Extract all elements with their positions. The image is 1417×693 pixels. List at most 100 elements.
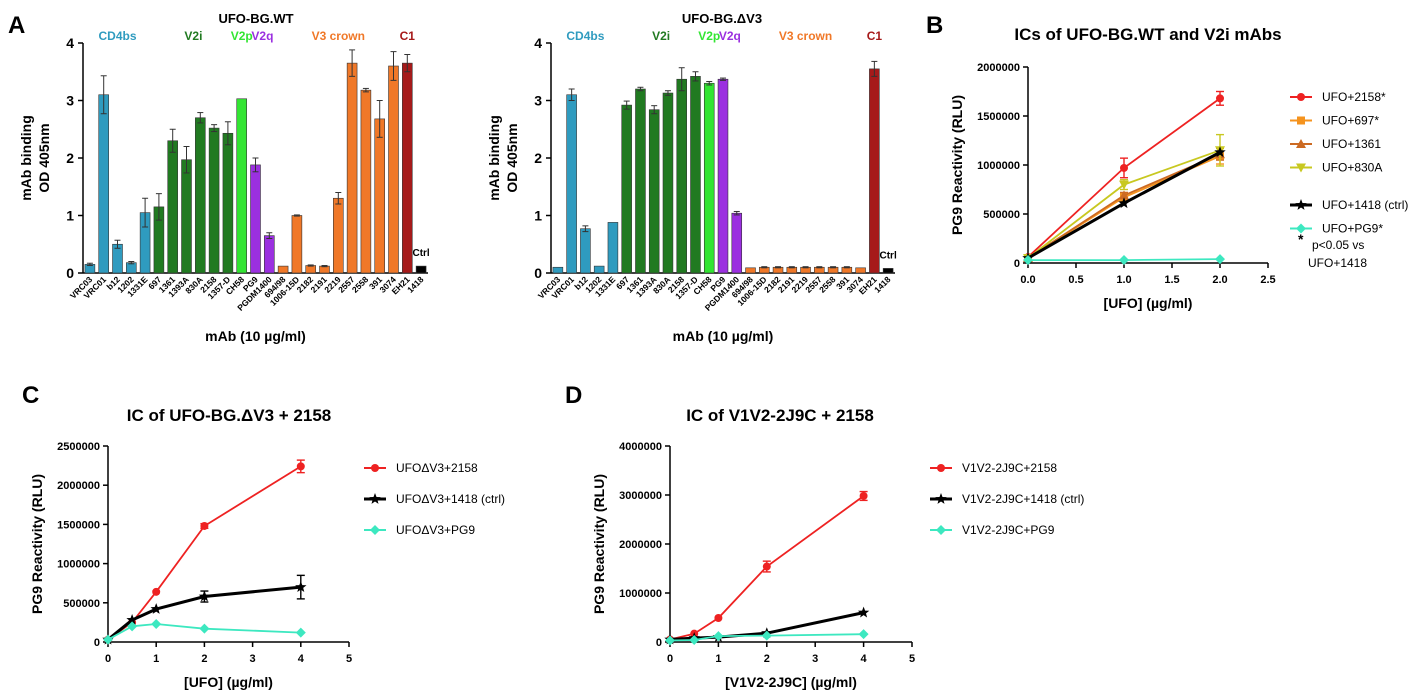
data-point xyxy=(126,614,138,625)
y-tick-label: 3 xyxy=(534,93,542,109)
y-axis-label: PG9 Reactivity (RLU) xyxy=(591,474,607,614)
y-tick-label: 2 xyxy=(534,150,542,166)
x-tick-label: 2.5 xyxy=(1260,274,1275,286)
chart-title: IC of V1V2-2J9C + 2158 xyxy=(686,406,874,425)
epitope-label-cd4bs: CD4bs xyxy=(566,29,604,43)
legend-item: UFOΔV3+1418 (ctrl) xyxy=(364,492,505,506)
epitope-label-v2i: V2i xyxy=(652,29,670,43)
bar-PG9 xyxy=(717,78,729,274)
series-UFO+PG9* xyxy=(1023,254,1225,266)
legend-label: UFO+2158* xyxy=(1322,90,1386,104)
x-tick-label: 0 xyxy=(667,653,673,665)
data-point xyxy=(762,562,771,571)
x-tick-label: 0 xyxy=(105,653,111,665)
significance-note: UFO+1418 xyxy=(1308,256,1367,270)
bar-VRC01 xyxy=(566,94,577,274)
x-tick-label: 1.0 xyxy=(1116,274,1131,286)
bar-PG9 xyxy=(250,164,261,274)
bar-CH58 xyxy=(236,98,247,274)
series-UFOΔV3+2158 xyxy=(104,459,305,644)
data-point xyxy=(935,493,947,504)
x-tick-label: 4 xyxy=(861,653,868,665)
legend-item: UFO+PG9* xyxy=(1290,222,1383,236)
legend-item: UFOΔV3+PG9 xyxy=(364,523,475,537)
series-UFOΔV3+1418 (ctrl) xyxy=(102,574,307,645)
epitope-label-v2q: V2q xyxy=(719,29,741,43)
x-tick-label: 0.5 xyxy=(1068,274,1083,286)
legend-label: UFOΔV3+PG9 xyxy=(396,523,475,537)
x-tick-label: 5 xyxy=(346,653,352,665)
panel-letter-c: C xyxy=(22,382,39,409)
y-tick-label: 4000000 xyxy=(619,441,662,453)
bar-1006-15D xyxy=(291,215,303,274)
bar-chart-ufo-bg-wt: UFO-BG.WT 0 1 2 3 4 mAb binding OD 405nm mAb (10… xyxy=(18,11,430,344)
x-tick-label: 4 xyxy=(298,653,305,665)
series-UFOΔV3+PG9 xyxy=(103,618,306,645)
series-V1V2-2J9C+PG9 xyxy=(665,629,869,646)
x-tick-label: 1.5 xyxy=(1164,274,1179,286)
bar-1393A xyxy=(181,159,192,274)
x-tick-label: 5 xyxy=(909,653,915,665)
significance-note: p<0.05 vs xyxy=(1312,238,1364,252)
bar-694/98 xyxy=(277,265,289,274)
bar-1202 xyxy=(593,265,605,274)
series-line xyxy=(107,465,302,641)
y-tick-label: 1 xyxy=(534,208,542,224)
epitope-label-cd4bs: CD4bs xyxy=(98,29,136,43)
data-point xyxy=(1297,93,1305,101)
data-point xyxy=(295,581,307,592)
data-point xyxy=(151,618,162,629)
ctrl-label: Ctrl xyxy=(880,250,897,261)
data-point xyxy=(1023,255,1033,266)
legend-item: V1V2-2J9C+1418 (ctrl) xyxy=(930,492,1084,506)
legend-label: UFOΔV3+1418 (ctrl) xyxy=(396,492,505,506)
legend-item: UFOΔV3+2158 xyxy=(364,461,478,475)
x-axis-label: mAb (10 µg/ml) xyxy=(205,328,306,344)
bar-PGDM1400 xyxy=(731,212,743,274)
data-point xyxy=(1296,139,1306,148)
y-tick-label: 2000000 xyxy=(619,539,662,551)
epitope-label-c1: C1 xyxy=(867,29,883,43)
data-point xyxy=(665,635,675,646)
bar-830A xyxy=(662,92,674,274)
epitope-label-v2p: V2p xyxy=(698,29,720,43)
data-point xyxy=(199,623,210,634)
y-tick-label: 500000 xyxy=(983,209,1020,221)
y-axis-label: mAb binding xyxy=(486,115,502,201)
bar-1418 xyxy=(415,265,427,274)
bar-1361 xyxy=(167,140,178,274)
data-point xyxy=(371,464,379,472)
legend-label: UFO+1418 (ctrl) xyxy=(1322,198,1408,212)
x-tick-label: 1 xyxy=(153,653,159,665)
x-tick-label: 0.0 xyxy=(1020,274,1035,286)
chart-title: UFO-BG.WT xyxy=(218,11,293,26)
y-tick-label: 1000000 xyxy=(57,559,100,571)
bar-2557 xyxy=(346,62,358,274)
y-tick-label: 2000000 xyxy=(977,62,1020,74)
data-point xyxy=(295,627,306,638)
legend-label: UFO+PG9* xyxy=(1322,222,1383,236)
data-point xyxy=(150,603,162,614)
bar-694/98 xyxy=(745,267,756,274)
data-point xyxy=(1216,94,1224,103)
legend-item: UFO+2158* xyxy=(1290,90,1386,104)
data-point xyxy=(858,629,869,640)
data-point xyxy=(1214,146,1226,158)
data-point xyxy=(127,621,138,632)
bar-2558 xyxy=(360,89,372,274)
data-point xyxy=(1119,190,1129,200)
legend-item: UFO+830A xyxy=(1290,161,1382,175)
data-point xyxy=(1296,163,1306,173)
legend-label: V1V2-2J9C+PG9 xyxy=(962,523,1055,537)
legend-label: UFOΔV3+2158 xyxy=(396,461,478,475)
bar-1418 xyxy=(882,268,894,274)
x-tick-label: 2.0 xyxy=(1212,274,1227,286)
data-point xyxy=(1296,223,1306,234)
y-tick-label: 0 xyxy=(66,265,74,281)
data-point xyxy=(370,525,380,535)
legend-item: UFO+697* xyxy=(1290,114,1379,128)
x-tick-label: 2 xyxy=(764,653,770,665)
legend-item: UFO+1418 (ctrl) xyxy=(1290,198,1408,212)
legend-item: UFO+1361 xyxy=(1290,137,1381,151)
data-point xyxy=(857,606,870,618)
